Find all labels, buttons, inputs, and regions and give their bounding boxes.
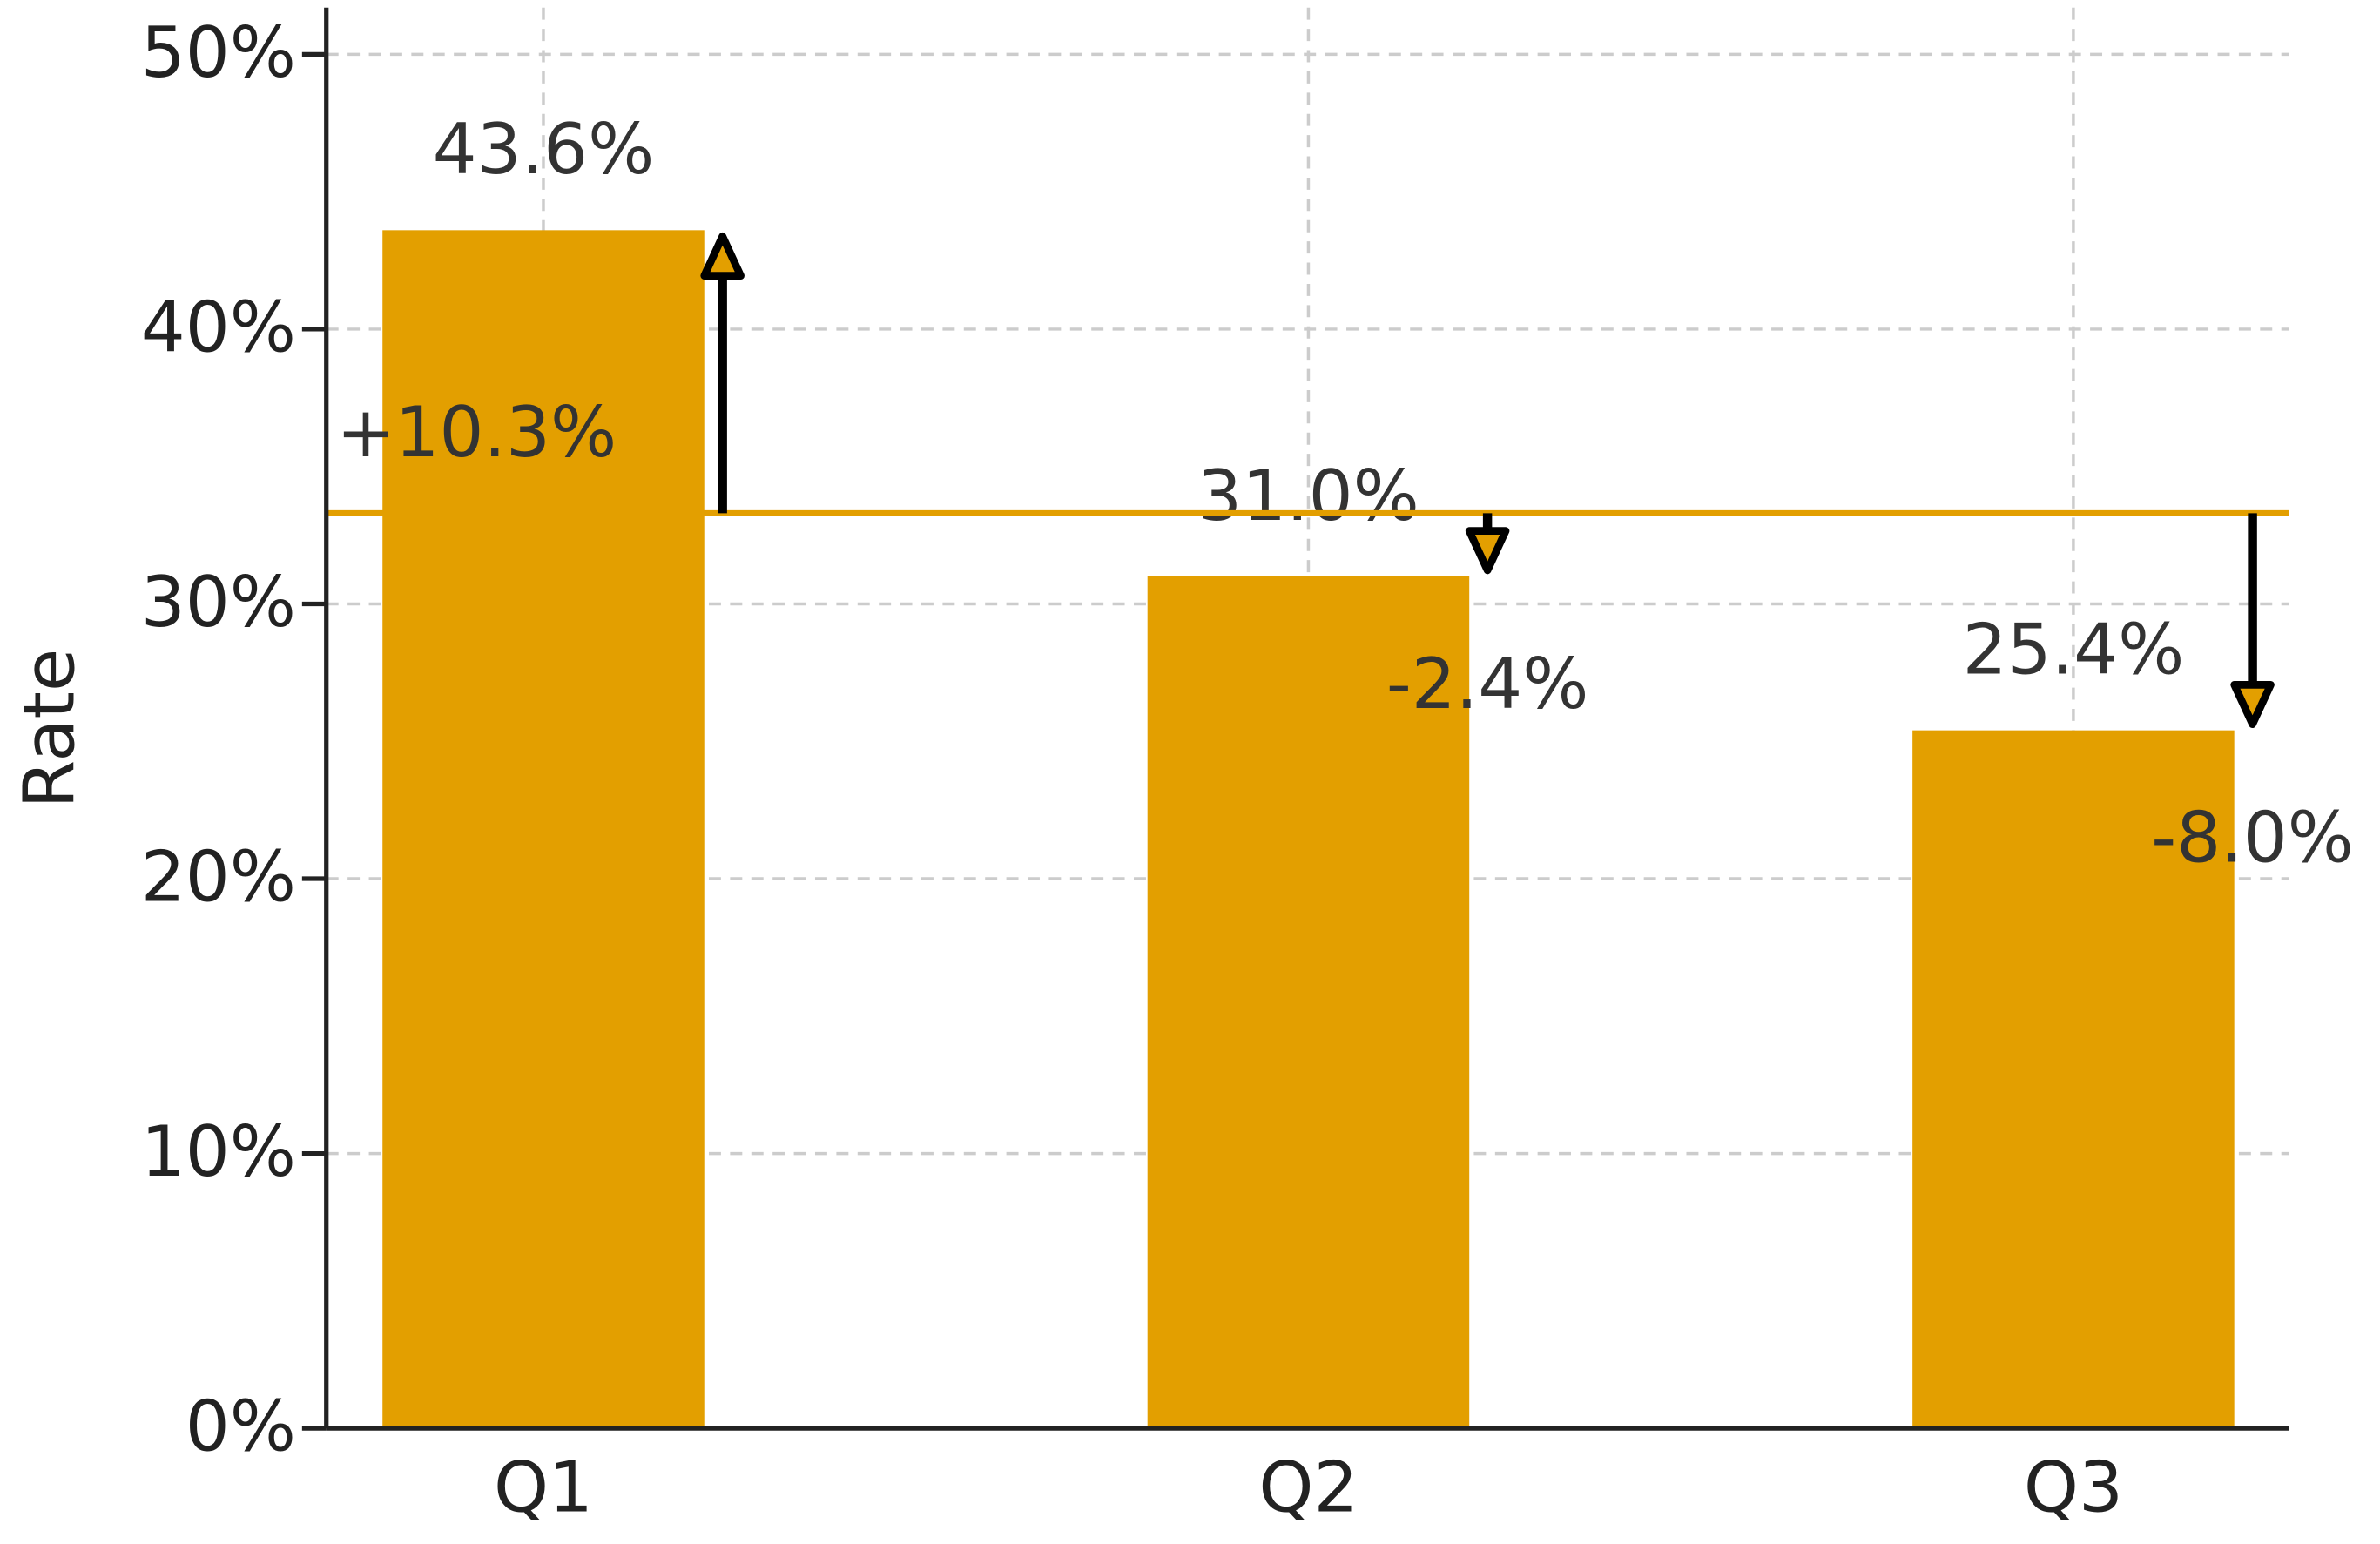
delta-label: -8.0%: [2151, 798, 2354, 879]
y-tick-label: 10%: [141, 1111, 296, 1192]
delta-arrowhead: [700, 232, 745, 280]
delta-arrowhead: [2230, 681, 2275, 729]
x-tick-label: Q2: [1258, 1446, 1358, 1527]
delta-label: +10.3%: [336, 392, 617, 473]
bar: [1147, 576, 1470, 1429]
y-tick-label: 20%: [141, 837, 296, 918]
y-tick-label: 40%: [141, 287, 296, 367]
value-label: 31.0%: [1197, 455, 1419, 536]
bar: [382, 230, 705, 1429]
delta-arrowhead: [1465, 527, 1510, 575]
y-axis-label: Rate: [10, 649, 91, 809]
y-tick-label: 0%: [185, 1386, 296, 1467]
bar: [1912, 730, 2235, 1429]
delta-label: -2.4%: [1386, 644, 1589, 725]
y-tick-label: 50%: [141, 12, 296, 93]
x-tick-label: Q1: [494, 1446, 593, 1527]
x-tick-label: Q3: [2024, 1446, 2123, 1527]
value-label: 25.4%: [1963, 609, 2185, 690]
y-tick-label: 30%: [141, 562, 296, 643]
value-label: 43.6%: [433, 109, 655, 190]
